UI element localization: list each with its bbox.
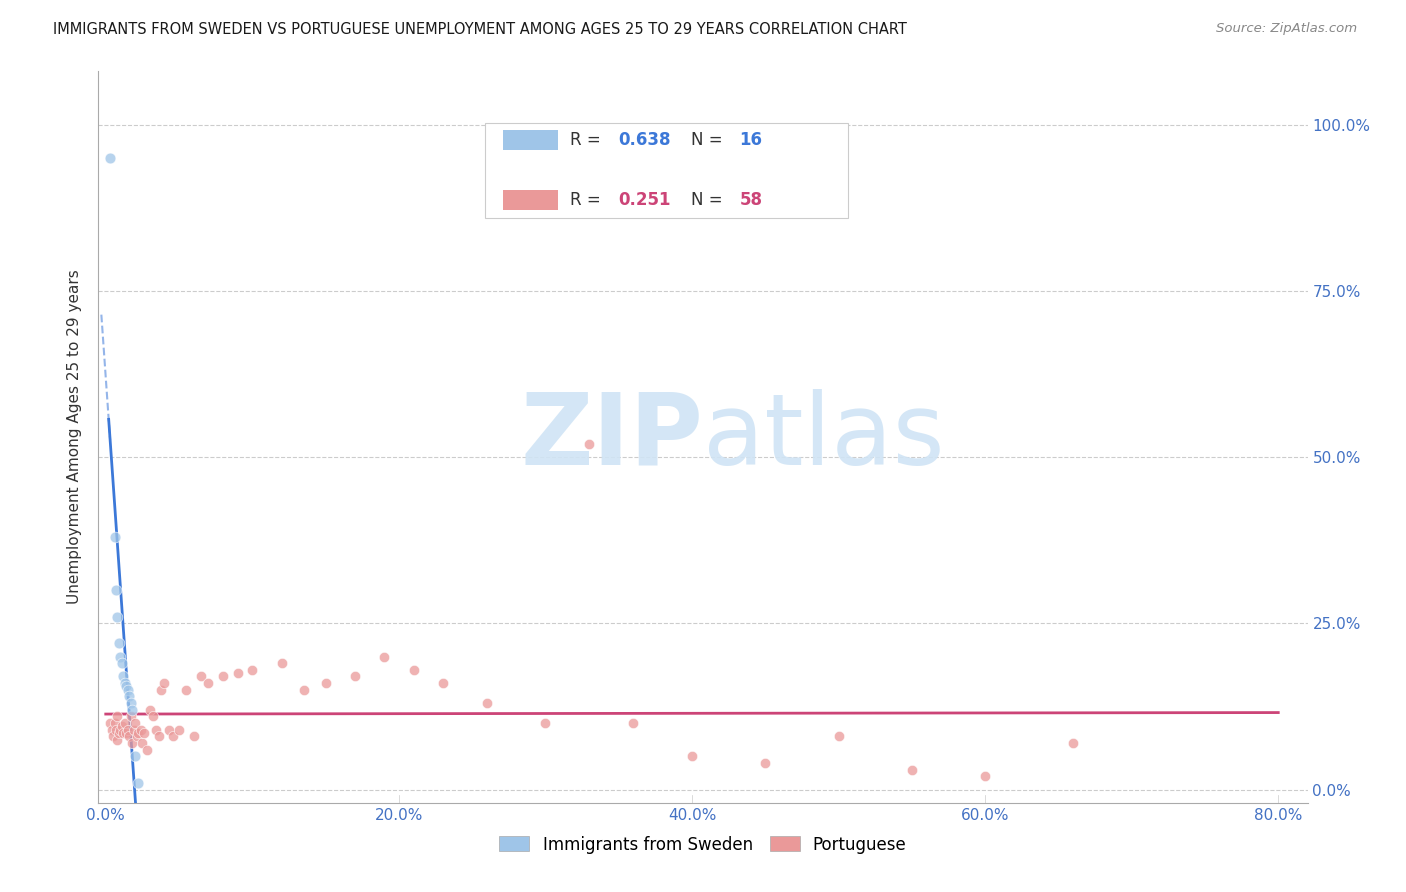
Point — [110, 723, 132, 737]
Point — [107, 709, 129, 723]
Point — [292, 682, 315, 697]
Point — [117, 682, 139, 697]
Point — [107, 609, 129, 624]
Point — [132, 726, 155, 740]
Text: IMMIGRANTS FROM SWEDEN VS PORTUGUESE UNEMPLOYMENT AMONG AGES 25 TO 29 YEARS CORR: IMMIGRANTS FROM SWEDEN VS PORTUGUESE UNE… — [53, 22, 907, 37]
Point — [901, 763, 924, 777]
Point — [754, 756, 776, 770]
Point — [315, 676, 337, 690]
Point — [343, 669, 366, 683]
Point — [124, 716, 146, 731]
Point — [197, 676, 219, 690]
Text: 16: 16 — [740, 131, 762, 149]
Point — [127, 726, 149, 740]
Legend: Immigrants from Sweden, Portuguese: Immigrants from Sweden, Portuguese — [492, 829, 914, 860]
Point — [111, 719, 134, 733]
Point — [110, 649, 132, 664]
Point — [162, 729, 184, 743]
Point — [117, 723, 139, 737]
Point — [129, 723, 152, 737]
Point — [120, 696, 142, 710]
Point — [475, 696, 498, 710]
Point — [112, 726, 135, 740]
Point — [681, 749, 703, 764]
Text: N =: N = — [690, 131, 728, 149]
Point — [103, 716, 125, 731]
Point — [148, 729, 170, 743]
Point — [827, 729, 849, 743]
Point — [212, 669, 235, 683]
Point — [98, 151, 121, 165]
Y-axis label: Unemployment Among Ages 25 to 29 years: Unemployment Among Ages 25 to 29 years — [67, 269, 83, 605]
Point — [103, 530, 125, 544]
Point — [432, 676, 454, 690]
Text: atlas: atlas — [703, 389, 945, 485]
Point — [121, 703, 143, 717]
Text: 58: 58 — [740, 191, 762, 209]
Text: N =: N = — [690, 191, 728, 209]
Point — [145, 723, 167, 737]
Point — [167, 723, 190, 737]
Point — [578, 436, 600, 450]
Text: Source: ZipAtlas.com: Source: ZipAtlas.com — [1216, 22, 1357, 36]
Point — [122, 723, 145, 737]
Point — [150, 682, 173, 697]
Point — [98, 716, 121, 731]
Point — [974, 769, 997, 783]
FancyBboxPatch shape — [485, 122, 848, 218]
Point — [534, 716, 557, 731]
Point — [101, 729, 124, 743]
Text: 0.251: 0.251 — [619, 191, 671, 209]
Point — [100, 723, 122, 737]
Point — [621, 716, 644, 731]
Point — [240, 663, 263, 677]
Text: R =: R = — [569, 191, 606, 209]
Point — [270, 656, 292, 670]
Point — [112, 669, 135, 683]
Point — [121, 736, 143, 750]
Point — [176, 682, 198, 697]
Point — [108, 726, 131, 740]
Point — [1062, 736, 1084, 750]
Point — [183, 729, 205, 743]
Text: R =: R = — [569, 131, 606, 149]
Point — [142, 709, 165, 723]
Text: 0.638: 0.638 — [619, 131, 671, 149]
Point — [115, 726, 138, 740]
Text: ZIP: ZIP — [520, 389, 703, 485]
Point — [118, 729, 141, 743]
Point — [131, 736, 153, 750]
Point — [226, 666, 249, 681]
Point — [124, 749, 146, 764]
Point — [111, 656, 134, 670]
Point — [105, 582, 128, 597]
Point — [373, 649, 395, 664]
Point — [108, 636, 131, 650]
Point — [107, 732, 129, 747]
Point — [402, 663, 425, 677]
Point — [157, 723, 180, 737]
Point — [153, 676, 176, 690]
Point — [120, 709, 142, 723]
Point — [105, 723, 128, 737]
Point — [190, 669, 212, 683]
Point — [118, 690, 141, 704]
Point — [135, 742, 157, 756]
Point — [138, 703, 160, 717]
Point — [115, 680, 138, 694]
Point — [125, 729, 148, 743]
Point — [127, 776, 149, 790]
Point — [114, 676, 136, 690]
FancyBboxPatch shape — [503, 190, 558, 211]
Point — [114, 716, 136, 731]
FancyBboxPatch shape — [503, 130, 558, 151]
